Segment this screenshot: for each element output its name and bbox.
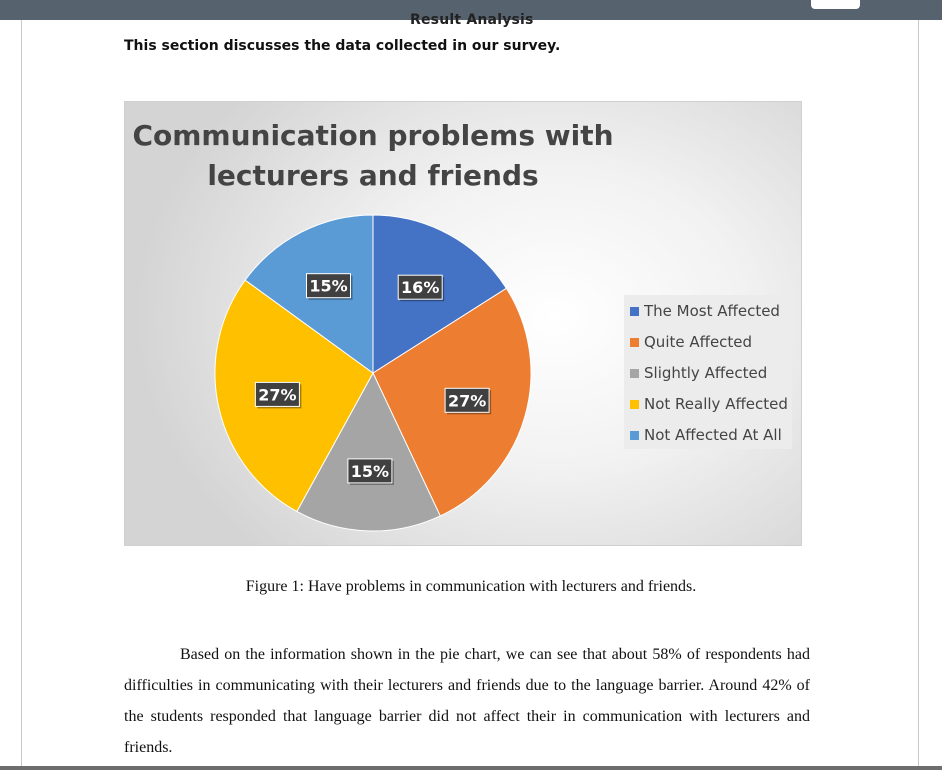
legend-item-not-really-affected: Not Really Affected <box>630 392 788 416</box>
chart-title-line-1: Communication problems with <box>132 119 614 152</box>
figure-caption: Figure 1: Have problems in communication… <box>245 578 697 595</box>
legend-label: Slightly Affected <box>644 364 768 382</box>
legend-item-not-affected-at-all: Not Affected At All <box>630 423 782 447</box>
legend-item-the-most-affected: The Most Affected <box>630 299 780 323</box>
chart-legend: The Most Affected Quite Affected Slightly … <box>624 295 792 449</box>
data-label-text: 15% <box>309 277 347 296</box>
pie-plot-area: 16% 27% 15% 27% 15% <box>214 214 532 532</box>
intro-text: This section discusses the data collecte… <box>124 38 561 54</box>
body-paragraph: Based on the information shown in the pi… <box>124 646 810 756</box>
pie-slice-slightly-affected <box>296 371 441 532</box>
legend-swatch <box>630 338 639 347</box>
data-label-slightly-affected: 15% <box>347 458 394 485</box>
legend-item-quite-affected: Quite Affected <box>630 330 752 354</box>
window-top-bar <box>0 0 942 20</box>
legend-swatch <box>630 400 639 409</box>
legend-label: Not Affected At All <box>644 426 782 444</box>
legend-swatch <box>630 431 639 440</box>
legend-item-slightly-affected: Slightly Affected <box>630 361 767 385</box>
data-label-text: 27% <box>258 385 296 404</box>
legend-swatch <box>630 369 639 378</box>
data-label-the-most-affected: 16% <box>397 274 445 302</box>
page-right-edge <box>918 20 919 770</box>
data-label-not-affected-at-all: 15% <box>306 273 353 300</box>
chart-title-line-2: lecturers and friends <box>207 159 539 192</box>
legend-label: Quite Affected <box>644 333 753 351</box>
pie-chart: Communication problems with lecturers an… <box>124 101 802 546</box>
section-title: Result Analysis <box>410 12 534 28</box>
chart-title: Communication problems with lecturers an… <box>125 116 621 196</box>
data-label-not-really-affected: 27% <box>254 381 302 409</box>
top-bar-button[interactable] <box>811 0 860 9</box>
page-left-edge <box>21 20 22 770</box>
legend-label: The Most Affected <box>644 302 780 320</box>
data-label-text: 16% <box>401 278 439 297</box>
data-label-text: 15% <box>351 462 389 481</box>
data-label-quite-affected: 27% <box>444 387 492 415</box>
legend-label: Not Really Affected <box>644 395 788 413</box>
bottom-border <box>0 766 942 770</box>
legend-swatch <box>630 307 639 316</box>
data-label-text: 27% <box>448 391 486 410</box>
